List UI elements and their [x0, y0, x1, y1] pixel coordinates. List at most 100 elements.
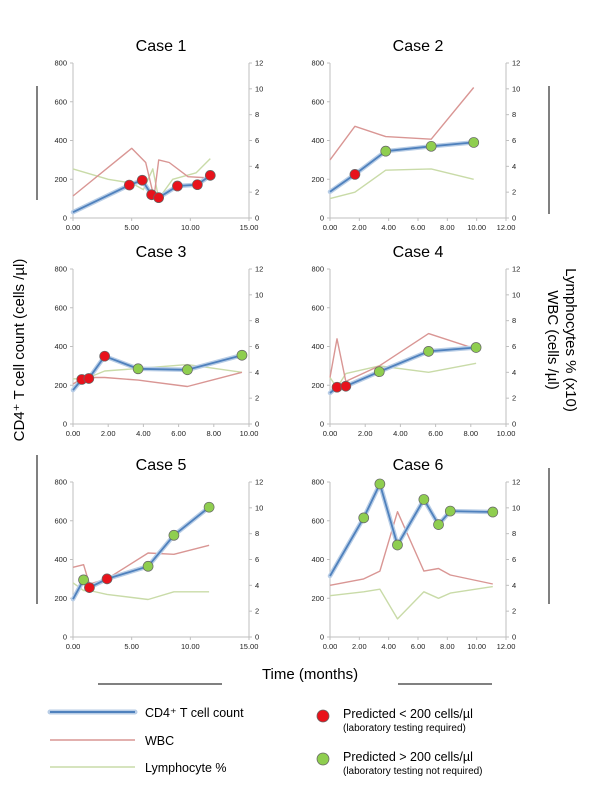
y-right-tick-label: 12 [512, 59, 520, 68]
y-right-tick-label: 4 [512, 162, 516, 171]
y-right-title-wbc: WBC (cells /µl) [544, 290, 561, 389]
x-tick-label: 2.00 [352, 223, 367, 232]
point-predicted-low [123, 179, 135, 191]
point-predicted-low [340, 380, 352, 392]
point-predicted-low [192, 179, 203, 191]
y-right-tick-label: 12 [255, 59, 263, 68]
y-right-tick-label: 2 [512, 607, 516, 616]
x-tick-label: 0.00 [323, 429, 338, 438]
y-right-tick-label: 10 [255, 503, 263, 512]
y-left-tick-label: 400 [54, 342, 67, 351]
chart-panel-2: Case 2 0 200 400 600 800 0 2 4 6 8 10 12 0.00 2.00 4.00… [311, 38, 520, 232]
y-left-tick-label: 400 [311, 555, 324, 564]
point-predicted-high [470, 342, 482, 353]
y-left-tick-label: 800 [54, 59, 67, 68]
point-predicted-high [358, 512, 370, 524]
point-predicted-low [99, 350, 111, 362]
y-right-tick-label: 6 [512, 136, 516, 145]
y-left-tick-label: 600 [54, 516, 67, 525]
point-predicted-high [487, 506, 499, 518]
y-right-tick-label: 6 [255, 136, 259, 145]
point-predicted-high [168, 529, 180, 541]
x-tick-label: 4.00 [136, 429, 151, 438]
series-wbc-line [72, 371, 243, 388]
x-title: Time (months) [262, 666, 358, 683]
panel-title: Case 5 [136, 457, 187, 474]
point-predicted-high [423, 345, 434, 357]
y-right-tick-label: 12 [255, 478, 263, 487]
series-cd4-halo [70, 352, 245, 393]
y-right-title-lymphocytes: Lymphocytes % (x10) [562, 268, 579, 412]
y-left-tick-label: 400 [54, 136, 67, 145]
legend-low-sublabel: (laboratory testing required) [343, 723, 466, 734]
y-right-tick-label: 4 [512, 368, 516, 377]
y-right-tick-label: 8 [512, 529, 516, 538]
x-tick-label: 10.00 [240, 429, 259, 438]
point-predicted-low [172, 180, 183, 192]
x-tick-label: 8.00 [440, 223, 455, 232]
x-tick-label: 6.00 [171, 429, 186, 438]
legend-low-marker [316, 709, 330, 723]
x-tick-label: 4.00 [381, 223, 396, 232]
y-left-tick-label: 0 [63, 633, 67, 642]
y-right-tick-label: 8 [255, 529, 259, 538]
y-right-tick-label: 8 [512, 316, 516, 325]
y-left-tick-label: 0 [320, 420, 324, 429]
series-wbc-line [329, 511, 493, 586]
panel-title: Case 6 [393, 457, 444, 474]
y-right-tick-label: 0 [512, 420, 516, 429]
point-predicted-high [374, 478, 386, 490]
x-tick-label: 2.00 [352, 642, 367, 651]
point-predicted-low [101, 573, 113, 585]
x-tick-label: 2.00 [358, 429, 373, 438]
y-right-tick-label: 12 [512, 478, 520, 487]
point-predicted-high [444, 505, 456, 517]
point-predicted-low [331, 381, 343, 393]
y-right-tick-label: 0 [255, 214, 259, 223]
legend-high-label: Predicted > 200 cells/µl [343, 750, 473, 764]
point-predicted-high [380, 145, 392, 157]
point-predicted-high [433, 519, 444, 530]
y-right-tick-label: 4 [255, 162, 259, 171]
x-tick-label: 5.00 [124, 642, 139, 651]
x-tick-label: 12.00 [497, 223, 516, 232]
y-right-tick-label: 6 [512, 342, 516, 351]
legend-cd4-label: CD4⁺ T cell count [145, 706, 244, 720]
point-predicted-low [204, 170, 216, 181]
series-cd4-line [329, 346, 477, 394]
y-left-tick-label: 0 [320, 214, 324, 223]
chart-panel-3: Case 3 0 200 400 600 800 0 2 4 6 8 10 12 0.00 2.00 4.00… [54, 244, 263, 438]
x-tick-label: 2.00 [101, 429, 116, 438]
y-left-tick-label: 800 [54, 265, 67, 274]
y-left-tick-label: 800 [311, 59, 324, 68]
x-tick-label: 10.00 [467, 642, 486, 651]
series-wbc-line [72, 147, 211, 199]
x-tick-label: 10.00 [181, 642, 200, 651]
panel-title: Case 2 [393, 38, 444, 55]
x-tick-label: 15.00 [240, 642, 259, 651]
y-right-tick-label: 2 [255, 607, 259, 616]
y-right-tick-label: 4 [512, 581, 516, 590]
point-predicted-high [373, 366, 385, 378]
point-predicted-high [418, 494, 430, 505]
point-predicted-high [182, 364, 193, 376]
x-tick-label: 0.00 [66, 429, 81, 438]
x-tick-label: 8.00 [206, 429, 221, 438]
y-left-tick-label: 200 [311, 594, 324, 603]
y-right-tick-label: 6 [512, 555, 516, 564]
chart-panel-6: Case 6 0 200 400 600 800 0 2 4 6 8 10 12 0.00 2.00 4.00… [311, 457, 520, 651]
x-tick-label: 6.00 [428, 429, 443, 438]
x-tick-label: 0.00 [323, 223, 338, 232]
x-tick-label: 12.00 [497, 642, 516, 651]
x-tick-label: 8.00 [440, 642, 455, 651]
point-predicted-high [78, 574, 89, 586]
y-right-tick-label: 6 [255, 342, 259, 351]
y-left-tick-label: 600 [311, 516, 324, 525]
y-left-tick-label: 200 [311, 381, 324, 390]
y-right-tick-label: 10 [512, 84, 520, 93]
point-predicted-high [142, 560, 154, 572]
x-tick-label: 5.00 [124, 223, 139, 232]
y-left-tick-label: 200 [54, 175, 67, 184]
